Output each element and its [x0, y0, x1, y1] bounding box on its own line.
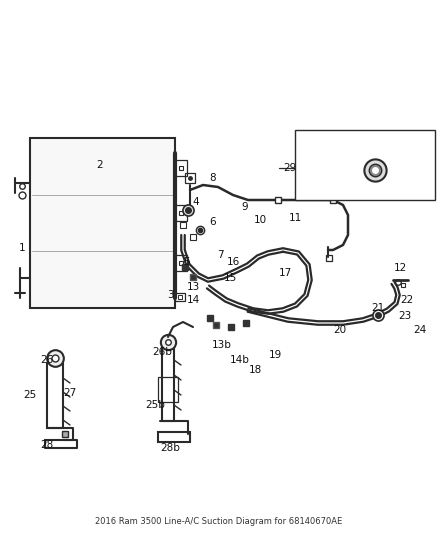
Bar [158, 432, 190, 442]
Text: 29: 29 [283, 163, 297, 173]
Text: 26b: 26b [152, 347, 172, 357]
Text: 3: 3 [167, 290, 173, 300]
Text: 21: 21 [371, 303, 385, 313]
Text: 19: 19 [268, 350, 282, 360]
Text: 25: 25 [23, 390, 37, 400]
Bar [175, 205, 187, 221]
Text: 22: 22 [400, 295, 413, 305]
Text: 23: 23 [399, 311, 412, 321]
Text: 6: 6 [210, 217, 216, 227]
Text: 28b: 28b [160, 443, 180, 453]
Text: 12: 12 [393, 263, 406, 273]
Text: 18: 18 [248, 365, 261, 375]
Text: 10: 10 [254, 215, 267, 225]
Text: 30: 30 [375, 147, 389, 157]
Text: 11: 11 [288, 213, 302, 223]
Bar [162, 346, 174, 421]
Text: 2016 Ram 3500 Line-A/C Suction Diagram for 68140670AE: 2016 Ram 3500 Line-A/C Suction Diagram f… [95, 516, 343, 526]
Text: 4: 4 [193, 197, 199, 207]
Text: 7: 7 [217, 250, 223, 260]
Text: 1: 1 [19, 243, 25, 253]
Bar [175, 255, 187, 271]
Text: 28: 28 [40, 440, 53, 450]
Text: 5: 5 [184, 257, 191, 267]
Text: 31: 31 [364, 171, 377, 181]
Text: 24: 24 [413, 325, 427, 335]
Bar [30, 138, 175, 308]
Text: 9: 9 [242, 202, 248, 212]
Bar [158, 377, 178, 402]
Text: 13b: 13b [212, 340, 232, 350]
Bar [326, 255, 332, 261]
Bar [47, 363, 63, 428]
Text: 26: 26 [40, 355, 53, 365]
Bar [295, 130, 435, 200]
Bar [175, 160, 187, 176]
Text: 17: 17 [279, 268, 292, 278]
Text: 8: 8 [210, 173, 216, 183]
Bar [185, 173, 195, 183]
Bar [175, 293, 185, 301]
Text: 27: 27 [64, 388, 77, 398]
Text: 15: 15 [223, 273, 237, 283]
Text: 14b: 14b [230, 355, 250, 365]
Text: 20: 20 [333, 325, 346, 335]
Text: 16: 16 [226, 257, 240, 267]
Text: 2: 2 [97, 160, 103, 170]
Text: 25b: 25b [145, 400, 165, 410]
Text: 14: 14 [187, 295, 200, 305]
Text: 13: 13 [187, 282, 200, 292]
